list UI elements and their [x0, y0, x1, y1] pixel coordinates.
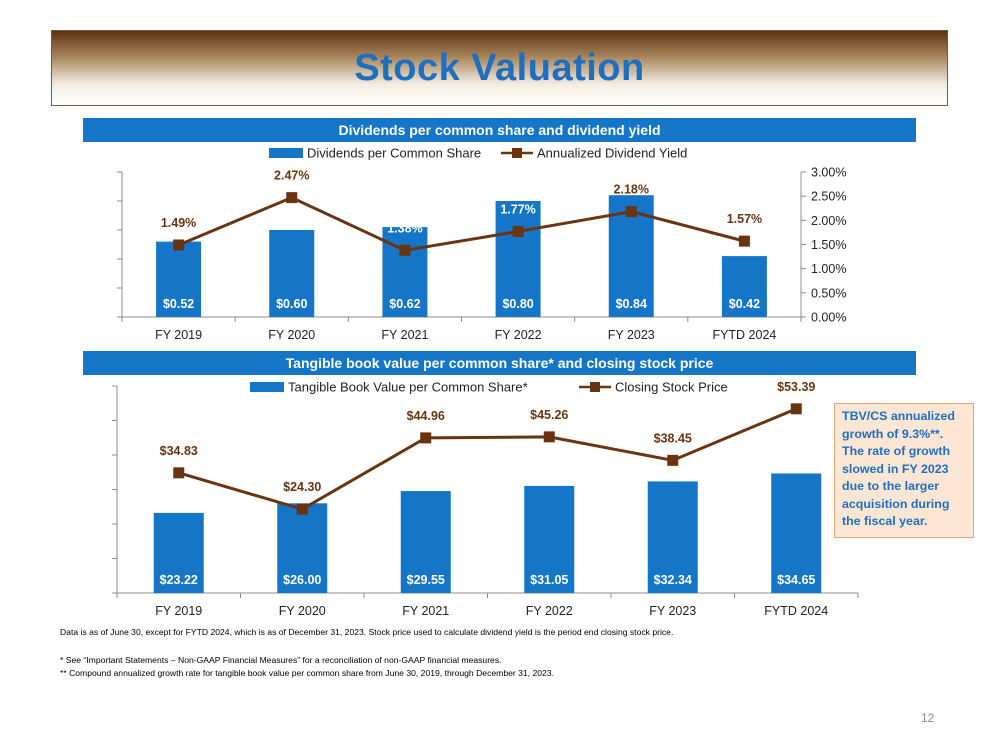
footnote-cagr: ** Compound annualized growth rate for t… — [60, 668, 554, 678]
category-label: FY 2021 — [381, 328, 428, 342]
bar — [153, 512, 204, 593]
bar-value-label: $0.52 — [163, 297, 194, 311]
line-value-label: $45.26 — [530, 408, 568, 422]
line-marker — [543, 431, 555, 443]
line-value-label: $44.96 — [407, 409, 445, 423]
bar — [156, 241, 202, 317]
slide-title: Stock Valuation — [354, 47, 645, 89]
bar-value-label: $34.65 — [777, 573, 815, 587]
title-banner: Stock Valuation — [51, 30, 948, 106]
line-marker — [173, 239, 185, 251]
legend-bar-label: Dividends per Common Share — [307, 146, 481, 161]
bar — [269, 230, 315, 317]
category-label: FY 2022 — [526, 604, 573, 618]
category-label: FY 2023 — [608, 328, 655, 342]
category-label: FY 2020 — [279, 604, 326, 618]
legend-line-marker — [512, 148, 522, 158]
line-marker — [173, 467, 185, 479]
legend-line-label: Closing Stock Price — [615, 380, 728, 395]
category-label: FY 2021 — [402, 604, 449, 618]
line-marker — [296, 503, 308, 515]
category-label: FY 2023 — [649, 604, 696, 618]
bar-value-label: $26.00 — [283, 573, 321, 587]
line-value-label: $53.39 — [777, 380, 815, 394]
chart-1-title: Dividends per common share and dividend … — [83, 118, 916, 142]
line-marker — [420, 432, 432, 444]
line-marker — [512, 225, 524, 237]
line-marker — [286, 192, 298, 204]
bar — [277, 503, 328, 593]
bar-value-label: $23.22 — [160, 573, 198, 587]
right-axis-tick-label: 1.00% — [811, 262, 846, 276]
line-value-label: 1.49% — [161, 216, 196, 230]
bar-value-label: $31.05 — [530, 573, 568, 587]
legend-bar-swatch — [269, 148, 303, 158]
line-marker — [667, 454, 679, 466]
tbv-growth-callout: TBV/CS annualized growth of 9.3%**. The … — [834, 403, 974, 538]
category-label: FY 2019 — [155, 604, 202, 618]
bar-value-label: $29.55 — [407, 573, 445, 587]
line-marker — [625, 206, 637, 218]
series-line — [178, 195, 745, 252]
right-axis-tick-label: 0.50% — [811, 286, 846, 300]
series-line — [178, 407, 797, 511]
line-value-label: $34.83 — [160, 444, 198, 458]
bar — [721, 256, 767, 317]
bar-value-label: $0.60 — [276, 297, 307, 311]
right-axis-tick-label: 1.50% — [811, 238, 846, 252]
right-axis-tick-label: 2.50% — [811, 190, 846, 204]
line-value-label: 2.47% — [274, 169, 309, 183]
bar-value-label: $0.62 — [389, 297, 420, 311]
bar — [524, 485, 575, 593]
bar — [495, 201, 541, 317]
line-marker — [790, 403, 802, 415]
data-note: Data is as of June 30, except for FYTD 2… — [60, 627, 674, 637]
line-marker — [738, 235, 750, 247]
category-label: FYTD 2024 — [764, 604, 828, 618]
page-number: 12 — [921, 711, 935, 725]
bar — [647, 481, 698, 593]
right-axis-tick-label: 0.00% — [811, 311, 846, 325]
category-label: FY 2020 — [268, 328, 315, 342]
line-marker — [399, 244, 411, 256]
dividends-chart: Dividends per Common Share Annualized Div… — [117, 146, 846, 342]
right-axis-tick-label: 2.00% — [811, 214, 846, 228]
legend-line-label: Annualized Dividend Yield — [537, 146, 687, 161]
line-value-label: 1.38% — [387, 221, 422, 235]
bar — [771, 473, 822, 593]
bar — [400, 491, 451, 593]
line-value-label: 1.77% — [500, 202, 535, 216]
bar-value-label: $32.34 — [654, 573, 692, 587]
tbv-price-chart: Tangible Book Value per Common Share* Clo… — [112, 380, 859, 618]
line-value-label: 1.57% — [727, 212, 762, 226]
right-axis-tick-label: 3.00% — [811, 166, 846, 180]
category-label: FYTD 2024 — [712, 328, 776, 342]
bar-value-label: $0.84 — [616, 297, 647, 311]
bar-value-label: $0.42 — [729, 297, 760, 311]
category-label: FY 2019 — [155, 328, 202, 342]
chart-2-title: Tangible book value per common share* an… — [83, 351, 916, 375]
legend-bar-label: Tangible Book Value per Common Share* — [288, 380, 528, 395]
category-label: FY 2022 — [495, 328, 542, 342]
legend-bar-swatch — [250, 382, 284, 392]
legend-line-marker — [590, 382, 600, 392]
line-value-label: 2.18% — [614, 183, 649, 197]
line-value-label: $24.30 — [283, 480, 321, 494]
footnote-non-gaap: * See “Important Statements – Non-GAAP F… — [60, 655, 502, 665]
line-value-label: $38.45 — [654, 431, 692, 445]
bar-value-label: $0.80 — [502, 297, 533, 311]
